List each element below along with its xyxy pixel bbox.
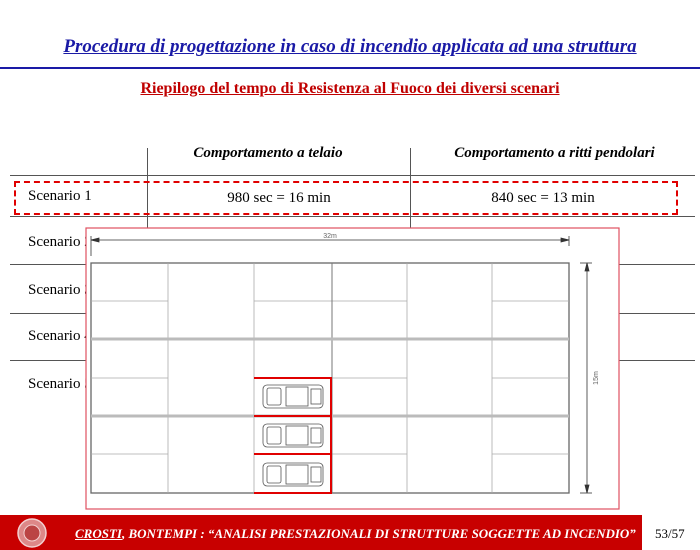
row-divider bbox=[10, 175, 695, 176]
header-ritti: Comportamento a ritti pendolari bbox=[454, 145, 655, 161]
cell-ritti: 840 sec = 13 min bbox=[491, 190, 595, 206]
column-divider bbox=[147, 148, 148, 238]
row-label: Scenario 1 bbox=[28, 188, 92, 204]
car-icon bbox=[262, 462, 324, 487]
row-label: Scenario 5 bbox=[28, 376, 92, 392]
scenario-1-highlight bbox=[14, 181, 678, 215]
row-label: Scenario 4 bbox=[28, 328, 92, 344]
university-seal-logo bbox=[17, 518, 47, 548]
slide-subtitle: Riepilogo del tempo di Resistenza al Fuo… bbox=[140, 80, 560, 97]
cell-telaio: 980 sec = 16 min bbox=[227, 190, 331, 206]
footer-title: , BONTEMPI : “ANALISI PRESTAZIONALI DI S… bbox=[121, 526, 636, 541]
height-label: 15m bbox=[593, 371, 600, 385]
row-label: Scenario 3 bbox=[28, 282, 92, 298]
footer-author: CROSTI bbox=[75, 526, 122, 541]
row-label: Scenario 2 bbox=[28, 234, 92, 250]
header-telaio: Comportamento a telaio bbox=[193, 145, 343, 161]
page-number: 53/57 bbox=[655, 526, 685, 541]
car-icon bbox=[262, 384, 324, 409]
column-divider bbox=[410, 148, 411, 238]
slide-title: Procedura di progettazione in caso di in… bbox=[63, 36, 637, 57]
row-divider bbox=[10, 216, 695, 217]
width-label: 32m bbox=[323, 233, 337, 240]
title-divider bbox=[0, 67, 700, 69]
car-icon bbox=[262, 423, 324, 448]
footer-citation: CROSTI, BONTEMPI : “ANALISI PRESTAZIONAL… bbox=[75, 526, 636, 542]
footer-band bbox=[0, 515, 642, 550]
